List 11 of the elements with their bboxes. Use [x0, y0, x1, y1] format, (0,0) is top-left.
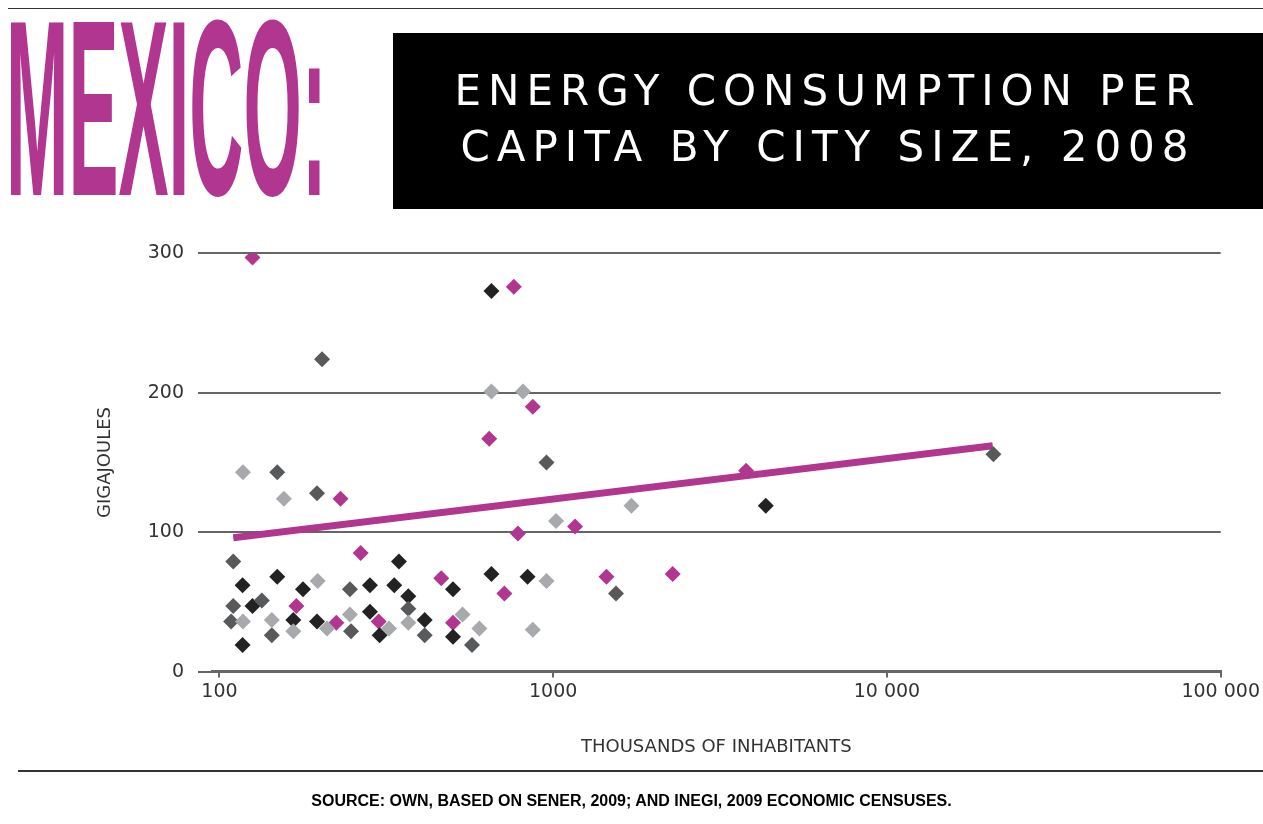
y-axis-title: GIGAJOULES [93, 407, 115, 518]
x-tick-label: 1000 [529, 678, 578, 701]
y-tick-label: 200 [147, 379, 184, 402]
source-note: SOURCE: OWN, BASED ON SENER, 2009; AND INEGI, 2009 ECONOMIC CENSUSES. [310, 792, 953, 810]
y-tick-label: 0 [171, 658, 184, 681]
chart-subtitle: ENERGY CONSUMPTION PER CAPITA BY CITY SIZE, 2008 [393, 33, 1263, 209]
x-tick-label: 10 000 [853, 678, 921, 701]
y-tick-label: 100 [147, 519, 184, 542]
x-tick-label: 100 [201, 678, 238, 701]
x-axis-title: THOUSANDS OF INHABITANTS [579, 734, 852, 756]
x-tick-label: 100 000 [1181, 678, 1260, 701]
